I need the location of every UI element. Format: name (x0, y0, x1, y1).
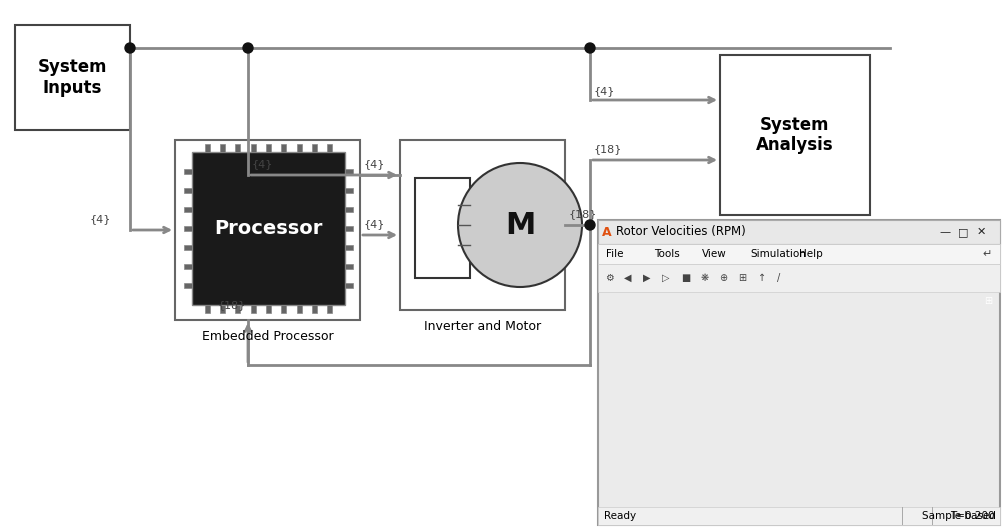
Bar (345, 169, 353, 174)
Bar (205, 305, 210, 313)
Bar (192, 152, 345, 305)
Text: □: □ (957, 227, 967, 237)
Bar (184, 169, 192, 174)
Bar (266, 305, 271, 313)
Text: Embedded Processor: Embedded Processor (202, 330, 333, 342)
Bar (399, 140, 565, 310)
Bar (345, 188, 353, 193)
Text: ✕: ✕ (975, 227, 985, 237)
Bar (184, 207, 192, 212)
Text: File: File (606, 249, 623, 259)
Text: ⊕: ⊕ (719, 273, 727, 283)
Circle shape (243, 43, 253, 53)
Bar (296, 305, 301, 313)
Bar (220, 144, 225, 152)
Text: Simulation: Simulation (750, 249, 805, 259)
Text: {4}: {4} (252, 159, 273, 169)
Bar (15, 25, 129, 130)
Text: ⊞: ⊞ (738, 273, 746, 283)
Text: ⚙: ⚙ (605, 273, 613, 283)
Text: ↑: ↑ (757, 273, 765, 283)
Text: ◀: ◀ (624, 273, 631, 283)
Bar (345, 207, 353, 212)
Circle shape (125, 43, 134, 53)
Text: ↵: ↵ (982, 249, 991, 259)
Bar (414, 178, 469, 278)
Bar (345, 264, 353, 269)
Text: ❋: ❋ (700, 273, 708, 283)
Text: System
Analysis: System Analysis (755, 116, 832, 154)
Bar (251, 144, 256, 152)
Bar (205, 144, 210, 152)
Bar (266, 144, 271, 152)
Text: {4}: {4} (364, 219, 385, 229)
Text: Processor: Processor (214, 219, 322, 238)
Bar (296, 144, 301, 152)
Text: {4}: {4} (90, 214, 111, 224)
Circle shape (585, 43, 595, 53)
Bar (235, 144, 240, 152)
Bar (312, 144, 317, 152)
Text: A: A (602, 225, 611, 239)
Bar (251, 305, 256, 313)
Bar (184, 284, 192, 288)
Text: Ready: Ready (604, 511, 636, 521)
Text: Help: Help (798, 249, 821, 259)
Text: Rotor Velocities (RPM): Rotor Velocities (RPM) (616, 225, 745, 239)
Text: —: — (938, 227, 950, 237)
Bar (220, 305, 225, 313)
Text: Inverter and Motor: Inverter and Motor (423, 320, 541, 333)
Text: ⊞: ⊞ (983, 296, 991, 306)
Bar (184, 226, 192, 231)
Text: System
Inputs: System Inputs (38, 58, 107, 97)
Text: Sample based: Sample based (921, 511, 995, 521)
Bar (345, 284, 353, 288)
Bar (281, 305, 286, 313)
Bar (345, 245, 353, 250)
Text: Tools: Tools (654, 249, 679, 259)
Text: {18}: {18} (218, 300, 246, 310)
Text: {4}: {4} (594, 86, 615, 96)
Bar (327, 144, 332, 152)
Bar (235, 305, 240, 313)
Bar (327, 305, 332, 313)
Bar (345, 226, 353, 231)
Bar (184, 188, 192, 193)
Bar (184, 245, 192, 250)
Bar (312, 305, 317, 313)
Text: /: / (776, 273, 779, 283)
Text: ▶: ▶ (643, 273, 650, 283)
Text: ▷: ▷ (662, 273, 669, 283)
Bar (281, 144, 286, 152)
Text: {4}: {4} (364, 159, 385, 169)
Text: T=0.200: T=0.200 (950, 511, 994, 521)
Bar (184, 264, 192, 269)
Circle shape (585, 220, 595, 230)
Text: {18}: {18} (594, 144, 622, 154)
Text: {18}: {18} (569, 209, 597, 219)
Title: Command (yellow), Measured (magenta): Command (yellow), Measured (magenta) (706, 281, 935, 291)
Text: ■: ■ (681, 273, 690, 283)
Circle shape (457, 163, 582, 287)
Text: View: View (702, 249, 726, 259)
Text: M: M (505, 211, 535, 240)
Bar (175, 140, 360, 320)
Bar (719, 55, 870, 215)
